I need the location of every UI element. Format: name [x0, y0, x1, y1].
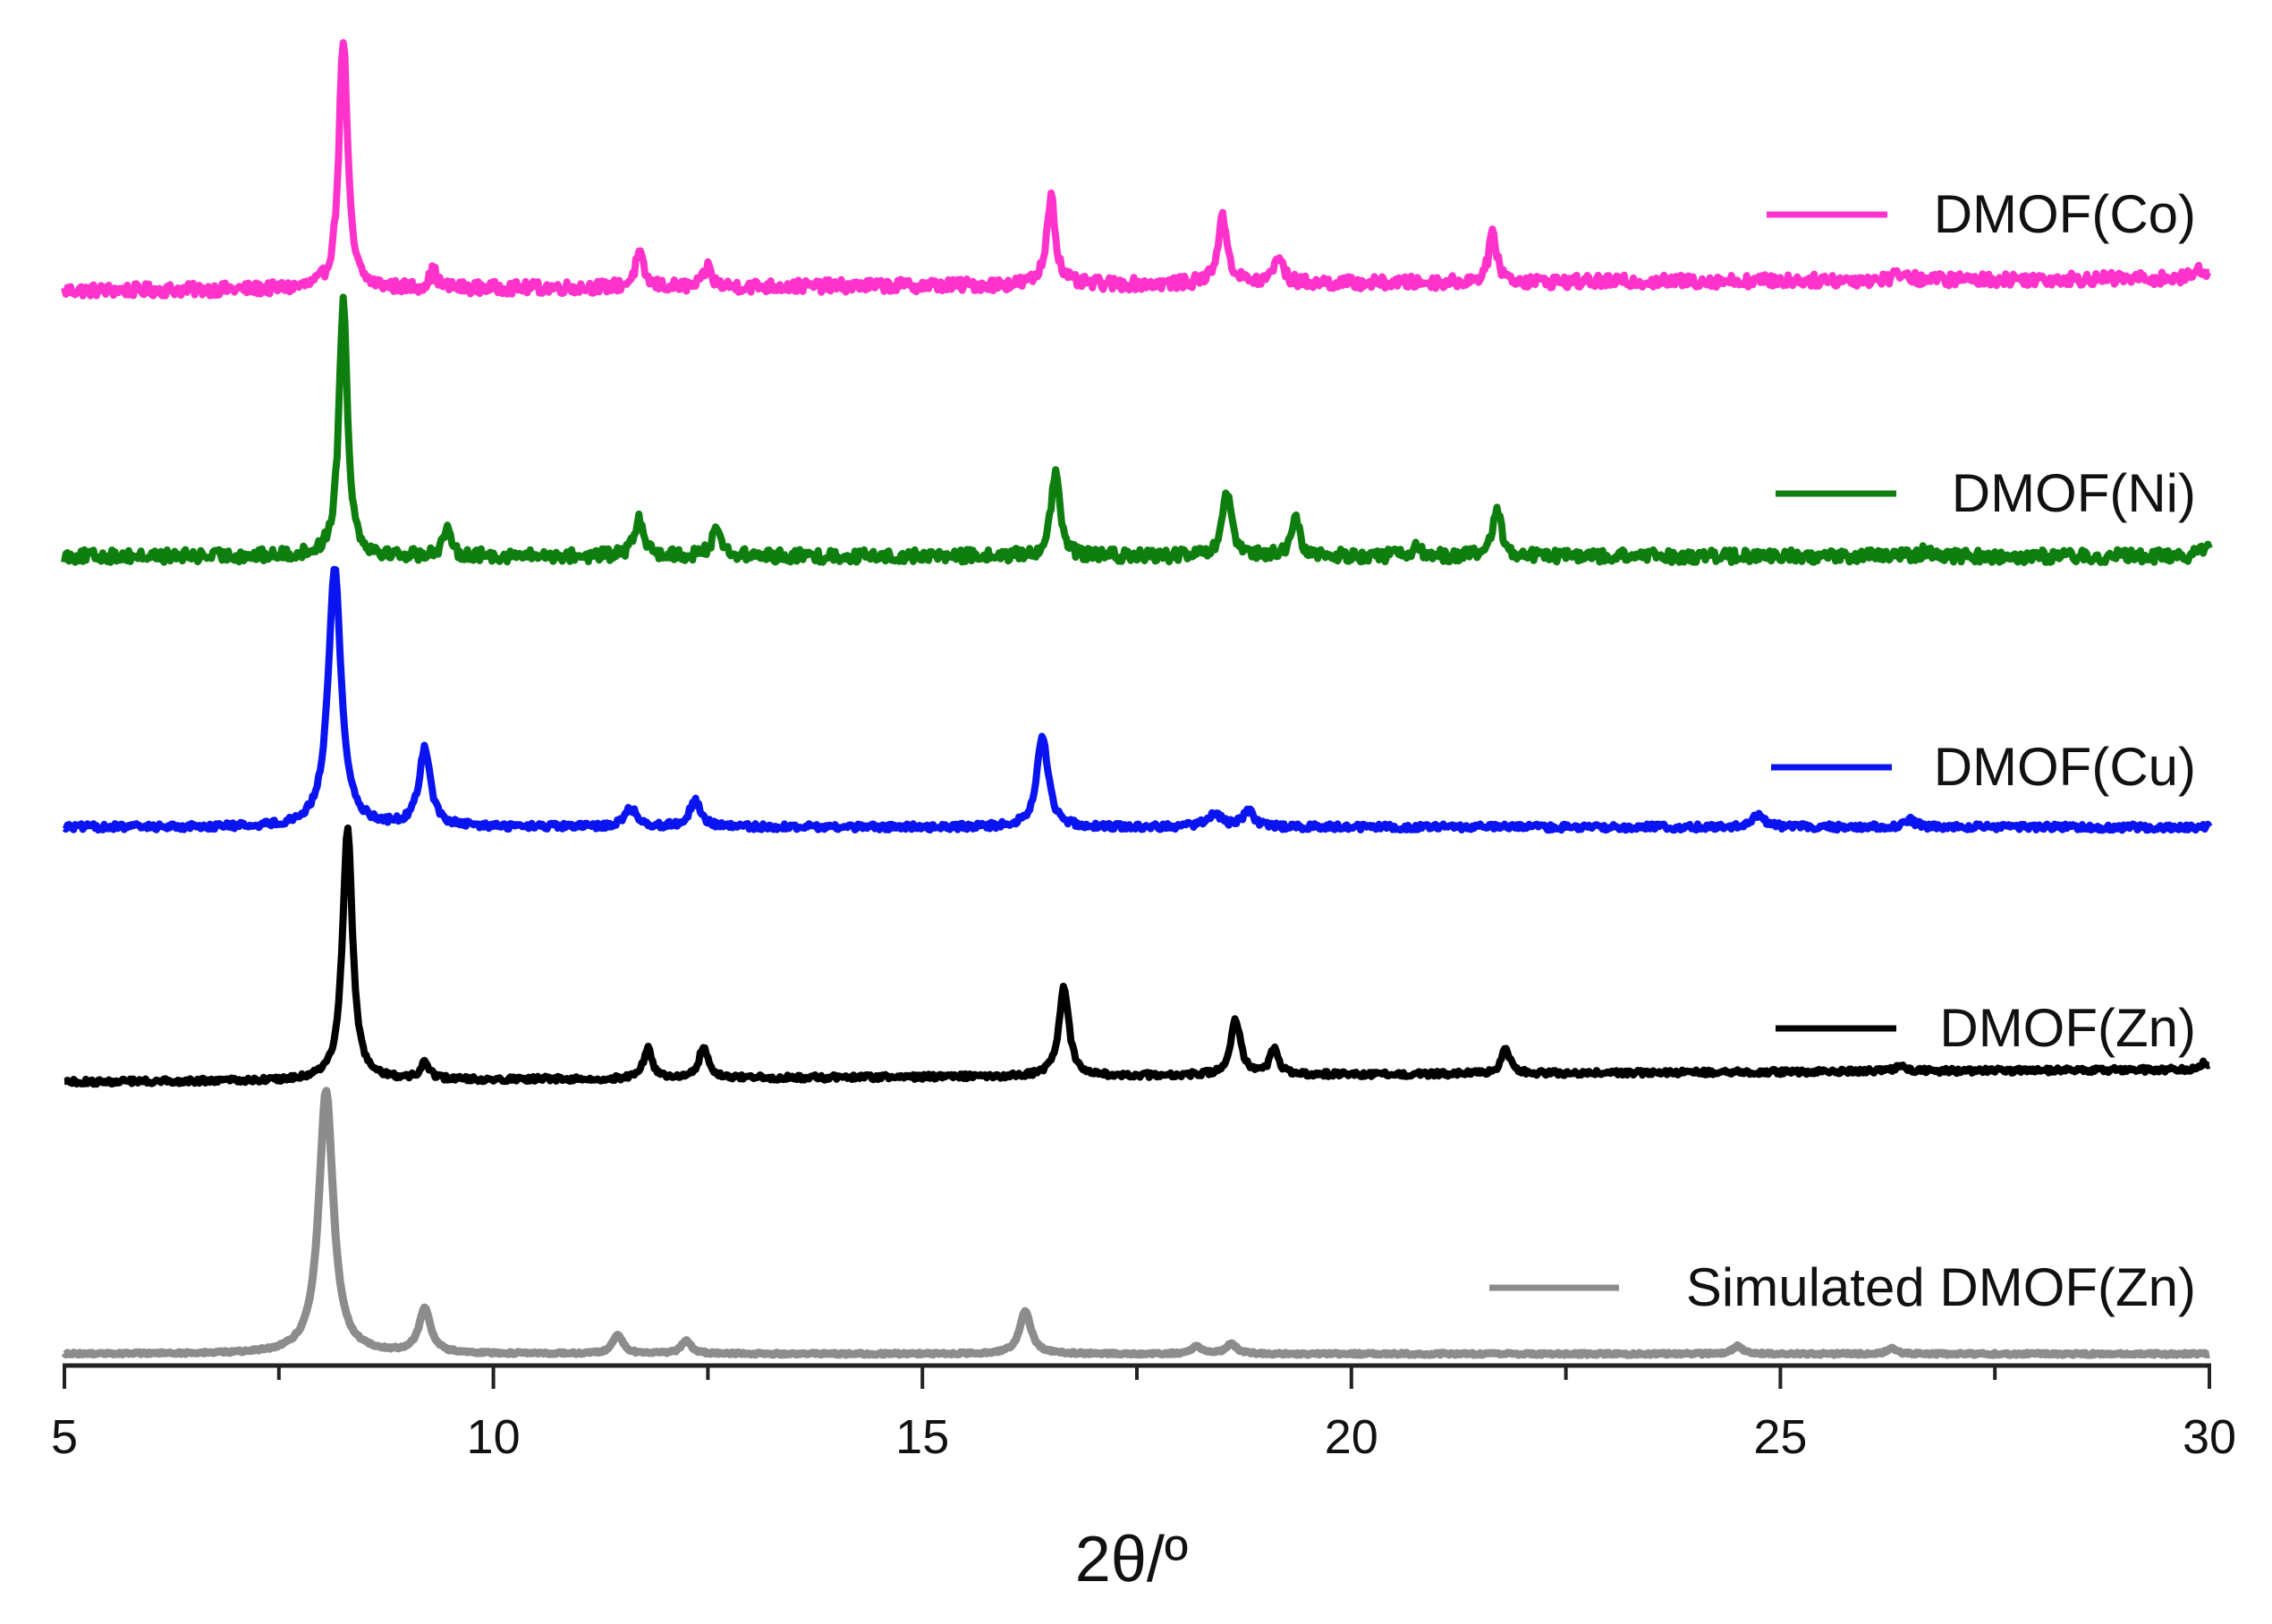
- legend-label: DMOF(Zn): [1939, 998, 2196, 1058]
- x-axis-ticks: 5 10 15 20 25 30: [51, 1366, 2236, 1464]
- legend-label: DMOF(Co): [1934, 184, 2196, 244]
- x-tick-label: 30: [2183, 1410, 2236, 1464]
- x-axis: 5 10 15 20 25 30: [51, 1363, 2236, 1464]
- series-line-dmof-co: [61, 38, 2212, 300]
- x-tick-label: 10: [467, 1410, 521, 1464]
- x-tick-label: 5: [51, 1410, 78, 1464]
- x-tick-label: 25: [1753, 1410, 1807, 1464]
- series-line-dmof-zn: [62, 825, 2212, 1088]
- x-tick-label: 20: [1325, 1410, 1378, 1464]
- x-axis-title: 2θ/º: [1075, 1524, 1188, 1595]
- curves-group: [61, 38, 2213, 1359]
- series-line-dmof-ni: [61, 293, 2213, 566]
- series-line-simulated-dmof-zn: [61, 1087, 2212, 1359]
- x-tick-label: 15: [895, 1410, 949, 1464]
- legend-label: DMOF(Ni): [1952, 463, 2196, 523]
- legend: DMOF(Co) DMOF(Ni) DMOF(Cu) DMOF(Zn) Simulate…: [1489, 184, 2196, 1317]
- series-line-dmof-cu: [62, 565, 2213, 834]
- legend-label: Simulated DMOF(Zn): [1686, 1257, 2196, 1317]
- legend-label: DMOF(Cu): [1934, 737, 2196, 797]
